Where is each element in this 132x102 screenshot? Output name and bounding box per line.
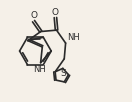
Text: O: O bbox=[52, 8, 59, 17]
Text: NH: NH bbox=[33, 65, 46, 74]
Text: NH: NH bbox=[67, 33, 79, 42]
Text: O: O bbox=[30, 11, 37, 20]
Text: S: S bbox=[60, 69, 66, 78]
